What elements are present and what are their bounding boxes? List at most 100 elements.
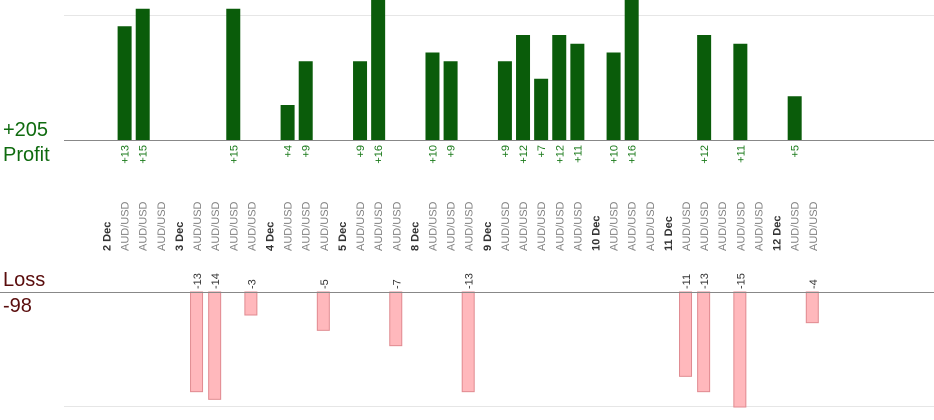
loss-bar-label: -5	[319, 279, 331, 289]
profit-bar-label: +4	[283, 145, 295, 158]
loss-bar-label: -13	[464, 273, 476, 289]
pair-label: AUD/USD	[699, 201, 711, 251]
profit-bar	[371, 0, 386, 140]
pair-label: AUD/USD	[681, 201, 693, 251]
loss-bar-label: -15	[735, 273, 747, 289]
profit-bar	[733, 43, 748, 140]
profit-bar-label: +16	[627, 145, 639, 164]
profit-bar-label: +12	[699, 145, 711, 164]
profit-bar-label: +12	[554, 145, 566, 164]
profit-bar-label: +10	[609, 145, 621, 164]
pair-label: AUD/USD	[355, 201, 367, 251]
date-label: 8 Dec	[409, 222, 421, 251]
pair-label: AUD/USD	[283, 201, 295, 251]
pair-label: AUD/USD	[446, 201, 458, 251]
date-label: 3 Dec	[174, 222, 186, 251]
pair-label: AUD/USD	[808, 201, 820, 251]
profit-bar	[226, 8, 241, 140]
loss-bar-label: -4	[808, 279, 820, 289]
loss-bar	[461, 291, 475, 393]
profit-label: Profit	[3, 144, 50, 166]
loss-bar	[190, 291, 204, 393]
loss-bar	[244, 291, 258, 316]
loss-bar-label: -13	[699, 273, 711, 289]
loss-bar	[697, 291, 711, 393]
loss-bar	[389, 291, 403, 347]
profit-bar	[570, 43, 585, 140]
profit-bar	[443, 61, 458, 140]
date-label: 2 Dec	[102, 222, 114, 251]
profit-bar	[552, 35, 567, 140]
pair-label: AUD/USD	[735, 201, 747, 251]
loss-bar	[316, 291, 330, 331]
pair-label: AUD/USD	[156, 201, 168, 251]
pair-label: AUD/USD	[790, 201, 802, 251]
pair-label: AUD/USD	[554, 201, 566, 251]
pair-label: AUD/USD	[500, 201, 512, 251]
profit-bar	[117, 26, 132, 140]
pair-label: AUD/USD	[464, 201, 476, 251]
profit-bar	[516, 35, 531, 140]
profit-bar-label: +7	[536, 145, 548, 158]
date-label: 10 Dec	[590, 216, 602, 251]
profit-bar	[280, 105, 295, 140]
pair-label: AUD/USD	[391, 201, 403, 251]
loss-bar-label: -3	[246, 279, 258, 289]
profit-bar-label: +9	[355, 145, 367, 158]
pair-label: AUD/USD	[246, 201, 258, 251]
profit-bar-label: +16	[373, 145, 385, 164]
loss-total: -98	[3, 295, 32, 317]
profit-bar	[606, 52, 621, 140]
pair-label: AUD/USD	[717, 201, 729, 251]
profit-bar-label: +9	[301, 145, 313, 158]
date-label: 4 Dec	[264, 222, 276, 251]
profit-bar-label: +12	[518, 145, 530, 164]
loss-label: Loss	[3, 269, 46, 291]
date-label: 9 Dec	[482, 222, 494, 251]
profit-bar	[697, 35, 712, 140]
loss-bar	[733, 291, 747, 408]
profit-bar-label: +11	[572, 145, 584, 163]
pair-label: AUD/USD	[120, 201, 132, 251]
pair-label: AUD/USD	[427, 201, 439, 251]
profit-bar	[534, 78, 549, 140]
pair-label: AUD/USD	[228, 201, 240, 251]
pair-label: AUD/USD	[301, 201, 313, 251]
profit-bar-label: +9	[500, 145, 512, 158]
pair-label: AUD/USD	[536, 201, 548, 251]
loss-bar	[208, 291, 222, 400]
date-label: 11 Dec	[663, 216, 675, 251]
pair-label: AUD/USD	[609, 201, 621, 251]
loss-bar	[679, 291, 693, 377]
pair-label: AUD/USD	[373, 201, 385, 251]
profit-bar	[787, 96, 802, 140]
profit-bar-label: +15	[228, 145, 240, 164]
profit-total: +205	[3, 119, 49, 141]
date-label: 5 Dec	[337, 222, 349, 251]
pair-label: AUD/USD	[518, 201, 530, 251]
profit-bar-label: +5	[790, 145, 802, 158]
profit-bar-label: +11	[735, 145, 747, 163]
loss-bar-label: -13	[192, 273, 204, 289]
profit-bar-label: +15	[138, 145, 150, 164]
profit-bar	[298, 61, 313, 140]
pair-label: AUD/USD	[753, 201, 765, 251]
profit-bar	[425, 52, 440, 140]
pair-label: AUD/USD	[210, 201, 222, 251]
profit-bar	[497, 61, 512, 140]
loss-bar-label: -11	[681, 274, 693, 289]
loss-bar	[805, 291, 819, 324]
profit-bar	[353, 61, 368, 140]
loss-bar-label: -14	[210, 273, 222, 289]
loss-bar-label: -7	[391, 279, 403, 289]
pair-label: AUD/USD	[572, 201, 584, 251]
profit-bar-label: +13	[120, 145, 132, 164]
pair-label: AUD/USD	[192, 201, 204, 251]
pair-label: AUD/USD	[138, 201, 150, 251]
profit-bar-label: +9	[446, 145, 458, 158]
profit-bar	[135, 8, 150, 140]
profit-bar	[624, 0, 639, 140]
date-label: 12 Dec	[772, 216, 784, 251]
pair-label: AUD/USD	[319, 201, 331, 251]
